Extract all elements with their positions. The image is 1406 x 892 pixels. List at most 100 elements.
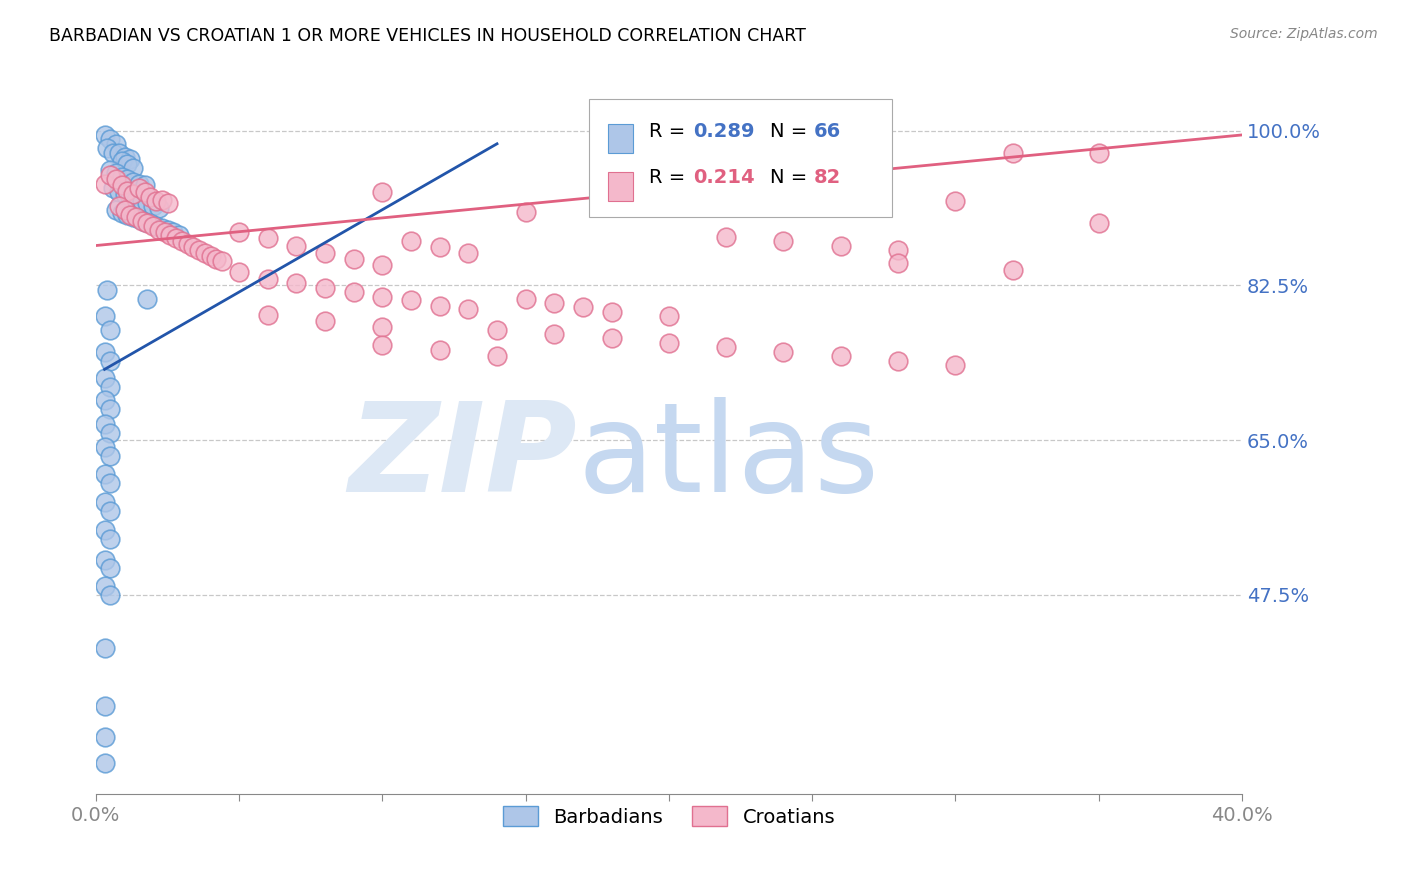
Point [142, 219, 165, 233]
Point [134, 186, 156, 200]
Point [457, 302, 479, 317]
Point [111, 206, 134, 220]
Point [117, 172, 139, 186]
Point [314, 245, 336, 260]
Text: 0.214: 0.214 [693, 169, 755, 187]
Point [371, 320, 394, 334]
Point [658, 310, 681, 324]
Point [167, 227, 190, 242]
Point [183, 240, 205, 254]
Point [228, 265, 250, 279]
Text: 82: 82 [813, 169, 841, 187]
Legend: Barbadians, Croatians: Barbadians, Croatians [495, 798, 844, 835]
Point [136, 196, 159, 211]
Point [120, 152, 142, 166]
Point [156, 223, 179, 237]
Point [104, 172, 127, 186]
Point [159, 227, 181, 242]
Point [98, 380, 121, 394]
Point [188, 243, 211, 257]
Point [457, 245, 479, 260]
Point [98, 168, 121, 182]
Point [128, 177, 150, 191]
Point [96, 141, 118, 155]
Point [830, 175, 852, 189]
Point [285, 276, 308, 290]
Point [93, 756, 115, 770]
Point [543, 296, 565, 310]
Point [104, 203, 127, 218]
Point [114, 150, 136, 164]
Point [120, 190, 142, 204]
Point [93, 344, 115, 359]
Point [371, 186, 394, 200]
Point [98, 132, 121, 146]
Point [104, 136, 127, 151]
Point [600, 305, 623, 319]
Point [93, 524, 115, 538]
Point [93, 579, 115, 593]
Point [93, 730, 115, 744]
Point [139, 216, 162, 230]
Point [122, 211, 145, 225]
Point [314, 281, 336, 295]
FancyBboxPatch shape [609, 124, 633, 153]
Point [111, 169, 134, 184]
Point [150, 193, 173, 207]
Point [485, 349, 508, 363]
Point [176, 236, 198, 251]
Text: R =: R = [650, 169, 692, 187]
Point [887, 256, 910, 270]
Point [111, 178, 134, 193]
Point [96, 283, 118, 297]
Point [256, 272, 278, 286]
Point [145, 219, 167, 233]
Point [136, 292, 159, 306]
Point [131, 194, 153, 209]
Point [108, 186, 131, 200]
Point [98, 322, 121, 336]
Point [714, 229, 737, 244]
Point [139, 190, 162, 204]
Text: N =: N = [769, 121, 813, 141]
Point [98, 475, 121, 490]
Point [485, 322, 508, 336]
Point [429, 240, 451, 254]
Point [93, 467, 115, 481]
Point [117, 184, 139, 198]
Point [128, 212, 150, 227]
Text: 0.289: 0.289 [693, 121, 755, 141]
Text: Source: ZipAtlas.com: Source: ZipAtlas.com [1230, 27, 1378, 41]
Point [108, 145, 131, 160]
Point [515, 292, 537, 306]
Point [150, 220, 173, 235]
Point [194, 245, 217, 260]
Point [93, 310, 115, 324]
Point [142, 199, 165, 213]
Point [98, 163, 121, 178]
Point [1087, 145, 1109, 160]
Point [148, 222, 170, 236]
Text: 66: 66 [813, 121, 841, 141]
Point [93, 440, 115, 454]
Point [136, 216, 159, 230]
Point [256, 308, 278, 322]
Point [131, 213, 153, 227]
Point [515, 205, 537, 219]
Point [98, 588, 121, 602]
Point [111, 154, 134, 169]
Point [134, 178, 156, 193]
Point [228, 225, 250, 239]
Point [98, 402, 121, 417]
Point [98, 533, 121, 547]
Point [122, 187, 145, 202]
Point [93, 641, 115, 656]
Point [371, 337, 394, 351]
Point [772, 344, 794, 359]
Text: BARBADIAN VS CROATIAN 1 OR MORE VEHICLES IN HOUSEHOLD CORRELATION CHART: BARBADIAN VS CROATIAN 1 OR MORE VEHICLES… [49, 27, 806, 45]
Point [93, 371, 115, 385]
Point [101, 181, 124, 195]
Text: N =: N = [769, 169, 813, 187]
FancyBboxPatch shape [609, 172, 633, 201]
Point [93, 128, 115, 142]
